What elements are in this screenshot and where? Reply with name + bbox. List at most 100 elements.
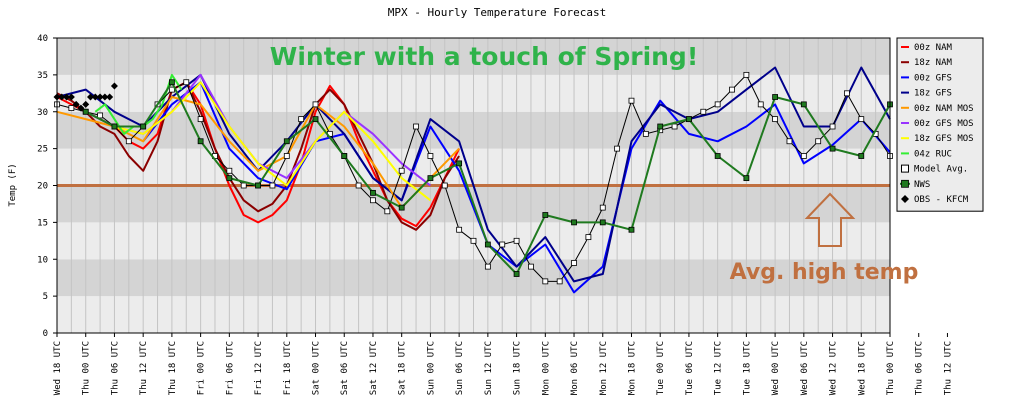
x-tick-label: Tue 18 UTC (742, 341, 752, 395)
x-tick-label: Thu 18 UTC (168, 341, 178, 395)
data-point (110, 82, 118, 90)
x-axis-ticks: Wed 18 UTC Thu 00 UTC Thu 06 UTC Thu 12 UTC… (53, 333, 953, 395)
x-tick-label: Sat 12 UTC (369, 341, 379, 395)
data-point (82, 108, 89, 115)
x-tick-label: Tue 00 UTC (656, 341, 666, 395)
data-point (168, 79, 175, 86)
legend-label: 00z GFS MOS (914, 119, 974, 129)
data-point (355, 182, 362, 189)
data-point (106, 93, 114, 101)
data-point (700, 108, 707, 115)
data-point (269, 182, 276, 189)
data-point (844, 90, 850, 97)
legend-item: 04z RUC (901, 149, 952, 159)
data-point (67, 93, 75, 101)
data-point (858, 153, 865, 159)
data-point (226, 167, 233, 174)
data-point (513, 271, 520, 277)
data-point (255, 182, 261, 189)
y-tick-label: 20 (37, 182, 48, 192)
data-point (829, 145, 836, 152)
data-point (87, 93, 95, 101)
x-tick-label: Thu 12 UTC (139, 341, 149, 395)
series-line (56, 81, 460, 231)
x-tick-label: Tue 06 UTC (685, 341, 695, 395)
data-point (456, 226, 463, 233)
data-point (441, 182, 448, 189)
data-point (829, 123, 836, 130)
chart-title: MPX - Hourly Temperature Forecast (388, 6, 607, 19)
legend-item: 00z NAM MOS (901, 104, 974, 114)
data-point (312, 116, 319, 123)
data-point (499, 241, 506, 248)
legend-swatch (901, 195, 909, 203)
data-point (427, 153, 434, 159)
x-tick-label: Mon 12 UTC (599, 341, 609, 395)
legend-item: NWS (900, 180, 930, 190)
data-point (484, 241, 491, 248)
x-tick-label: Sat 18 UTC (398, 341, 408, 395)
legend-item: OBS - KFCM (901, 195, 969, 205)
data-point (470, 237, 477, 244)
y-tick-label: 25 (37, 145, 48, 155)
series-line (56, 66, 891, 283)
y-axis-label: Temp (F) (8, 163, 18, 206)
y-tick-label: 10 (37, 255, 48, 265)
data-point (63, 93, 71, 101)
x-tick-label: Sun 00 UTC (426, 341, 436, 395)
legend-label: OBS - KFCM (914, 195, 969, 205)
x-tick-label: Sun 18 UTC (513, 341, 523, 395)
data-point (197, 116, 204, 123)
data-point (283, 153, 290, 159)
legend-item: 00z GFS (901, 73, 952, 83)
legend-label: 18z GFS MOS (914, 134, 974, 144)
x-tick-label: Wed 06 UTC (800, 341, 810, 395)
data-point (686, 116, 692, 123)
data-point (413, 123, 419, 130)
data-point (614, 145, 621, 152)
data-point (628, 97, 635, 104)
data-point (82, 100, 90, 108)
legend-label: 18z GFS (914, 89, 952, 99)
data-point (456, 160, 463, 167)
x-tick-label: Thu 06 UTC (110, 341, 120, 395)
data-point (341, 153, 348, 159)
data-point (657, 123, 664, 130)
legend-label: 04z RUC (914, 149, 952, 159)
data-point (743, 175, 750, 182)
data-point (571, 219, 577, 226)
legend-item: 18z GFS MOS (901, 134, 974, 144)
data-point (743, 71, 750, 78)
y-axis-ticks: 0 5 10 15 20 25 30 35 40 (37, 34, 57, 339)
data-point (125, 138, 132, 145)
x-tick-label: Mon 00 UTC (541, 341, 551, 395)
data-point (556, 278, 563, 285)
data-point (77, 104, 85, 112)
data-point (240, 182, 247, 189)
legend-box (896, 37, 984, 212)
data-point (542, 278, 549, 285)
data-point (786, 138, 793, 145)
data-point (772, 94, 779, 100)
data-point (484, 263, 491, 270)
x-tick-label: Fri 12 UTC (254, 341, 264, 395)
series-9 (82, 79, 893, 277)
annotations-layer: Winter with a touch of Spring! Avg. high… (270, 42, 919, 285)
legend-item: 18z GFS (901, 89, 952, 99)
data-point (298, 116, 305, 123)
legend-label: 00z GFS (914, 73, 952, 83)
series-6 (114, 81, 432, 202)
x-tick-label: Sun 12 UTC (484, 341, 494, 395)
series-3 (56, 66, 891, 283)
data-point (398, 167, 405, 174)
data-point (140, 123, 147, 130)
annotation-winter: Winter with a touch of Spring! (270, 42, 698, 71)
x-tick-label: Thu 00 UTC (886, 341, 896, 395)
data-point (729, 86, 735, 93)
data-point (96, 93, 104, 101)
x-tick-label: Thu 12 UTC (943, 341, 953, 395)
data-point (542, 212, 549, 218)
y-tick-label: 40 (37, 34, 48, 44)
data-point (197, 138, 204, 145)
